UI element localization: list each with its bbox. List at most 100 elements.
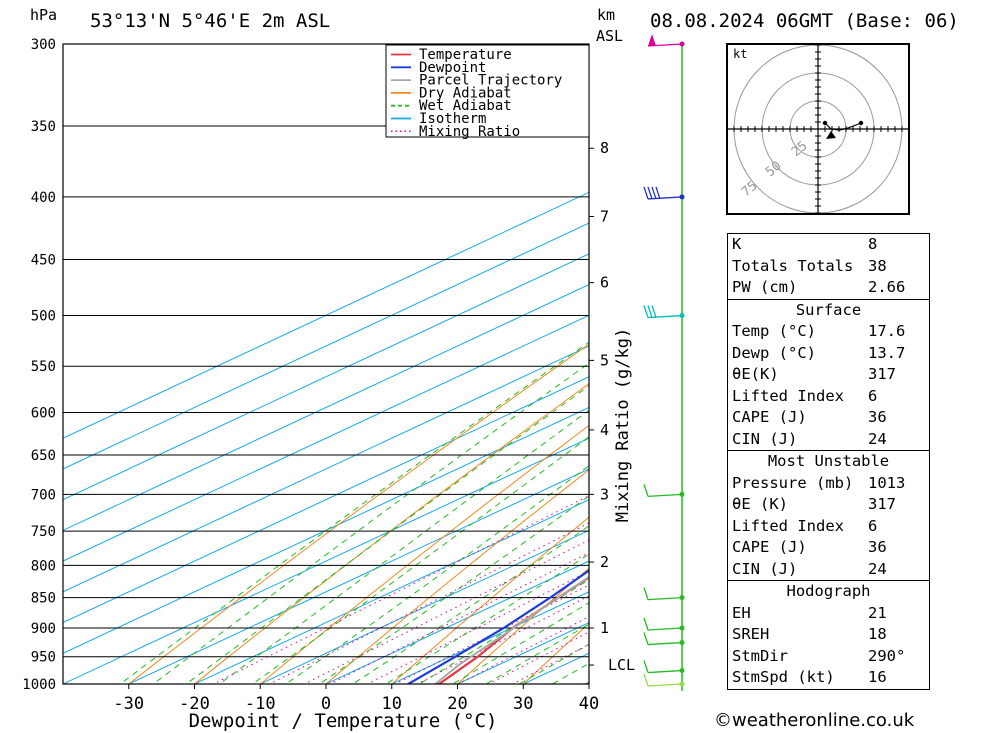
hodo-ticks — [733, 44, 903, 214]
wet-adiabat-line — [218, 409, 589, 684]
index-label: StmDir — [732, 646, 788, 665]
wind-barb-shaft — [647, 627, 683, 631]
hodograph-title: Hodograph — [786, 582, 871, 600]
series-temperature — [436, 576, 589, 684]
plot-frame — [62, 43, 590, 685]
index-value: 17.6 — [868, 322, 906, 340]
index-value: 1013 — [868, 473, 906, 492]
index-value: 21 — [868, 603, 887, 622]
index-label: Lifted Index — [732, 386, 844, 405]
index-value: 317 — [868, 365, 896, 383]
x-tick-label: 40 — [579, 694, 599, 714]
km-tick-label: 1 — [600, 619, 609, 637]
x-tick-label: 30 — [513, 694, 533, 714]
x-tick-label: 0 — [321, 694, 331, 714]
isotherm-line — [63, 376, 589, 624]
series-parcel-trajectory — [433, 575, 589, 684]
chart-location: 53°13'N 5°46'E 2m ASL — [90, 10, 331, 32]
index-label: StmSpd (kt) — [732, 668, 835, 686]
wind-barb — [643, 587, 685, 601]
wind-barb-shaft — [647, 314, 683, 319]
index-value: 36 — [868, 538, 887, 556]
wind-barb-shaft — [647, 493, 683, 498]
index-label: CAPE (J) — [732, 408, 807, 426]
wind-profile — [643, 34, 685, 691]
isotherm-line — [63, 253, 589, 501]
index-label: Lifted Index — [732, 516, 844, 535]
wet-adiabat-line — [152, 362, 589, 684]
chart-datetime: 08.08.2024 06GMT (Base: 06) — [650, 10, 959, 32]
x-tick-label: 10 — [382, 694, 402, 714]
wind-barb-feather — [643, 587, 649, 600]
wind-barb — [643, 632, 685, 646]
index-value: 24 — [868, 559, 887, 578]
dry-adiabat-line — [456, 567, 589, 684]
index-value: 13.7 — [868, 343, 906, 362]
site-credit[interactable]: ©weatheronline.co.uk — [714, 710, 915, 731]
index-value: 6 — [868, 516, 878, 535]
km-tick-label: LCL — [608, 656, 635, 674]
pressure-tick-label: 900 — [31, 621, 56, 637]
pressure-tick-label: 700 — [31, 487, 56, 503]
index-row: Dewp (°C) 13.7 — [728, 343, 929, 365]
isotherm-line — [63, 314, 589, 562]
wind-barb-feather — [643, 617, 649, 631]
index-row: θE (K) 317 — [728, 494, 929, 516]
pressure-axis-labels: 300 350 400 450 500 550 600 650 700 750 800 850 900 9… — [22, 37, 56, 693]
index-row: CIN (J) 24 — [728, 429, 929, 451]
legend-entry: Mixing Ratio — [419, 124, 520, 140]
profile-series — [406, 569, 589, 684]
index-label: CIN (J) — [732, 559, 798, 578]
wet-adiabat-line — [385, 553, 589, 684]
isotherm-line — [63, 406, 589, 654]
isotherm-line — [259, 529, 589, 684]
general-indices: K 8 Totals Totals 38 PW (cm) 2.66 — [728, 234, 929, 299]
x-tick-label: -10 — [245, 694, 276, 714]
wet-adiabat-line — [451, 602, 589, 684]
dry-adiabat-line — [325, 469, 589, 684]
dry-adiabat-line — [259, 424, 589, 684]
wind-barb-feather — [643, 632, 649, 645]
wind-barb-feather — [655, 186, 661, 200]
wind-barb — [643, 673, 685, 687]
mixing-ratio-axis-title: Mixing Ratio (g/kg) — [613, 328, 633, 522]
index-label: Pressure (mb) — [732, 473, 854, 492]
pressure-tick-label: 450 — [31, 253, 56, 269]
wind-barb-feather — [651, 305, 657, 318]
pressure-tick-label: 550 — [31, 359, 56, 375]
wind-barb-shaft — [647, 596, 683, 601]
wind-barb-feather — [643, 484, 649, 497]
hodograph-plot: 25 50 75 kt — [728, 44, 908, 214]
index-label: θE(K) — [732, 365, 779, 383]
wet-adiabat-line — [485, 623, 589, 684]
wind-barb-feather — [643, 673, 649, 687]
km-tick-label: 3 — [600, 485, 609, 503]
index-label: EH — [732, 603, 751, 622]
index-row: Totals Totals 38 — [728, 256, 929, 278]
index-label: CAPE (J) — [732, 538, 807, 556]
index-row: Pressure (mb) 1013 — [728, 473, 929, 495]
isotherm-lines — [63, 191, 589, 684]
wind-barb — [643, 617, 685, 631]
legend-entry: Dewpoint — [419, 60, 486, 76]
dry-adiabat-line — [710, 26, 720, 695]
isotherm-line — [63, 345, 589, 593]
pressure-grid — [63, 43, 589, 685]
wind-barb — [643, 484, 685, 498]
index-label: CIN (J) — [732, 429, 798, 448]
series-dewpoint — [406, 569, 589, 684]
index-row: StmSpd (kt) 16 — [728, 667, 929, 689]
dry-adiabat-line — [127, 343, 589, 684]
x-axis-ticks: -30 -20 -10 0 10 20 30 40 — [113, 684, 599, 714]
wind-barb-pennant — [648, 34, 656, 46]
pressure-tick-label: 800 — [31, 558, 56, 574]
hodo-unit: kt — [733, 47, 747, 61]
legend-entry: Wet Adiabat — [419, 98, 512, 114]
wind-barb-shaft — [647, 669, 683, 674]
km-tick-label: 6 — [600, 274, 609, 292]
x-tick-label: -20 — [179, 694, 210, 714]
km-tick-label: 4 — [600, 421, 609, 439]
pressure-tick-label: 650 — [31, 448, 56, 464]
unstable-title: Most Unstable — [767, 452, 890, 470]
